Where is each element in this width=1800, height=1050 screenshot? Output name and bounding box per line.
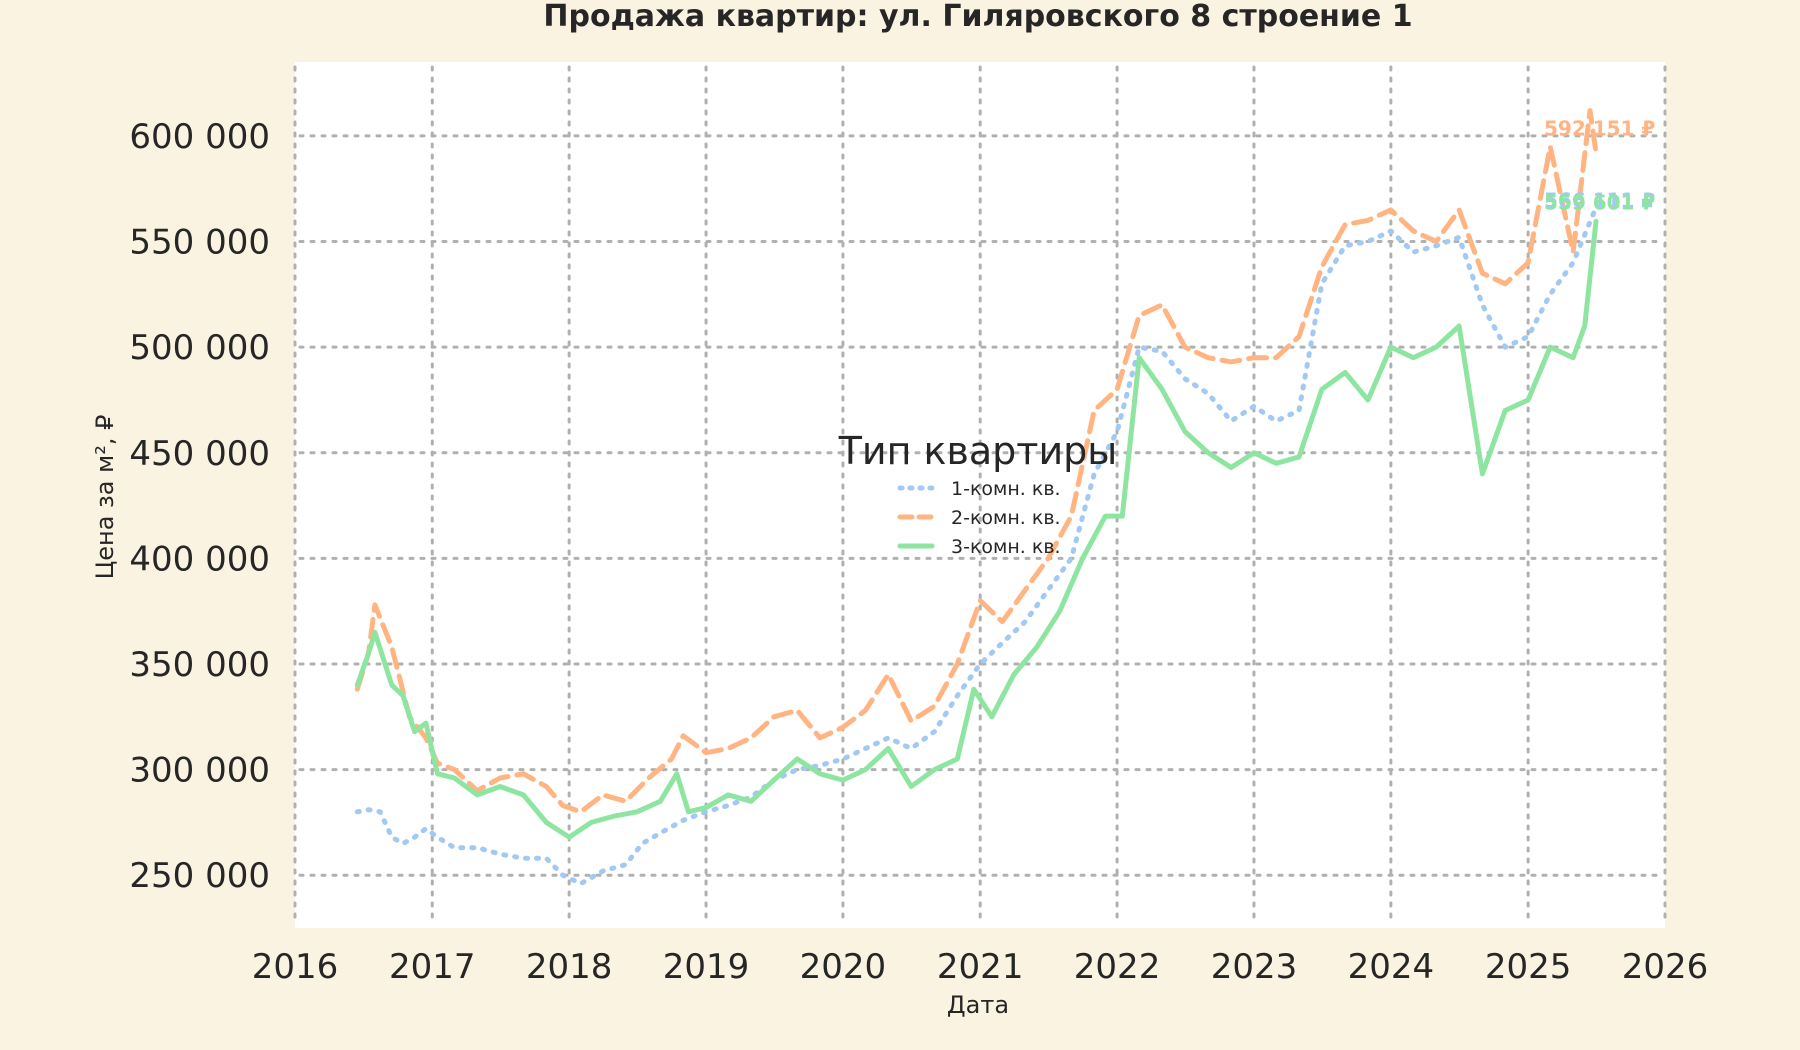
y-tick-label: 350 000 <box>129 645 270 685</box>
x-axis-label: Дата <box>947 991 1009 1019</box>
x-tick-label: 2018 <box>526 947 613 987</box>
y-tick-label: 500 000 <box>129 328 270 368</box>
y-tick-label: 300 000 <box>129 751 270 791</box>
series-lines <box>354 108 1599 887</box>
y-axis-label: Цена за м², ₽ <box>91 415 119 580</box>
series-line <box>354 205 1599 887</box>
series-line <box>354 108 1599 815</box>
x-tick-label: 2021 <box>937 947 1024 987</box>
x-tick-label: 2024 <box>1348 947 1435 987</box>
legend-title: Тип квартиры <box>838 429 1118 473</box>
series-line <box>354 218 1599 840</box>
x-tick-label: 2025 <box>1485 947 1572 987</box>
chart-title: Продажа квартир: ул. Гиляровского 8 стро… <box>543 0 1412 34</box>
y-tick-label: 250 000 <box>129 856 270 896</box>
x-tick-label: 2022 <box>1074 947 1161 987</box>
series-end-label: 592 151 ₽ <box>1544 117 1655 141</box>
legend: Тип квартиры 1-комн. кв. 2-комн. кв. 3-ком… <box>838 429 1118 558</box>
x-tick-label: 2019 <box>663 947 750 987</box>
series-end-label: 559 601 ₽ <box>1544 190 1655 214</box>
x-tick-label: 2016 <box>252 947 339 987</box>
series-end-label: 566 111 ₽ <box>1544 189 1655 213</box>
legend-label: 1-комн. кв. <box>951 478 1061 500</box>
legend-label: 2-комн. кв. <box>951 507 1061 529</box>
y-tick-label: 450 000 <box>129 434 270 474</box>
legend-label: 3-комн. кв. <box>951 536 1061 558</box>
x-tick-label: 2017 <box>389 947 476 987</box>
legend-items: 1-комн. кв. 2-комн. кв. 3-комн. кв. <box>897 478 1061 558</box>
y-tick-label: 550 000 <box>129 223 270 263</box>
end-labels: 566 111 ₽ 592 151 ₽ 559 601 ₽ <box>1544 117 1655 215</box>
x-tick-labels: 2016 2017 2018 2019 2020 2021 2022 2023 2024 2025… <box>252 947 1709 987</box>
x-tick-label: 2026 <box>1622 947 1709 987</box>
y-tick-labels: 250 000 300 000 350 000 400 000 450 000 500 0… <box>129 117 270 896</box>
x-tick-label: 2020 <box>800 947 887 987</box>
y-tick-label: 400 000 <box>129 539 270 579</box>
x-tick-label: 2023 <box>1211 947 1298 987</box>
y-tick-label: 600 000 <box>129 117 270 157</box>
